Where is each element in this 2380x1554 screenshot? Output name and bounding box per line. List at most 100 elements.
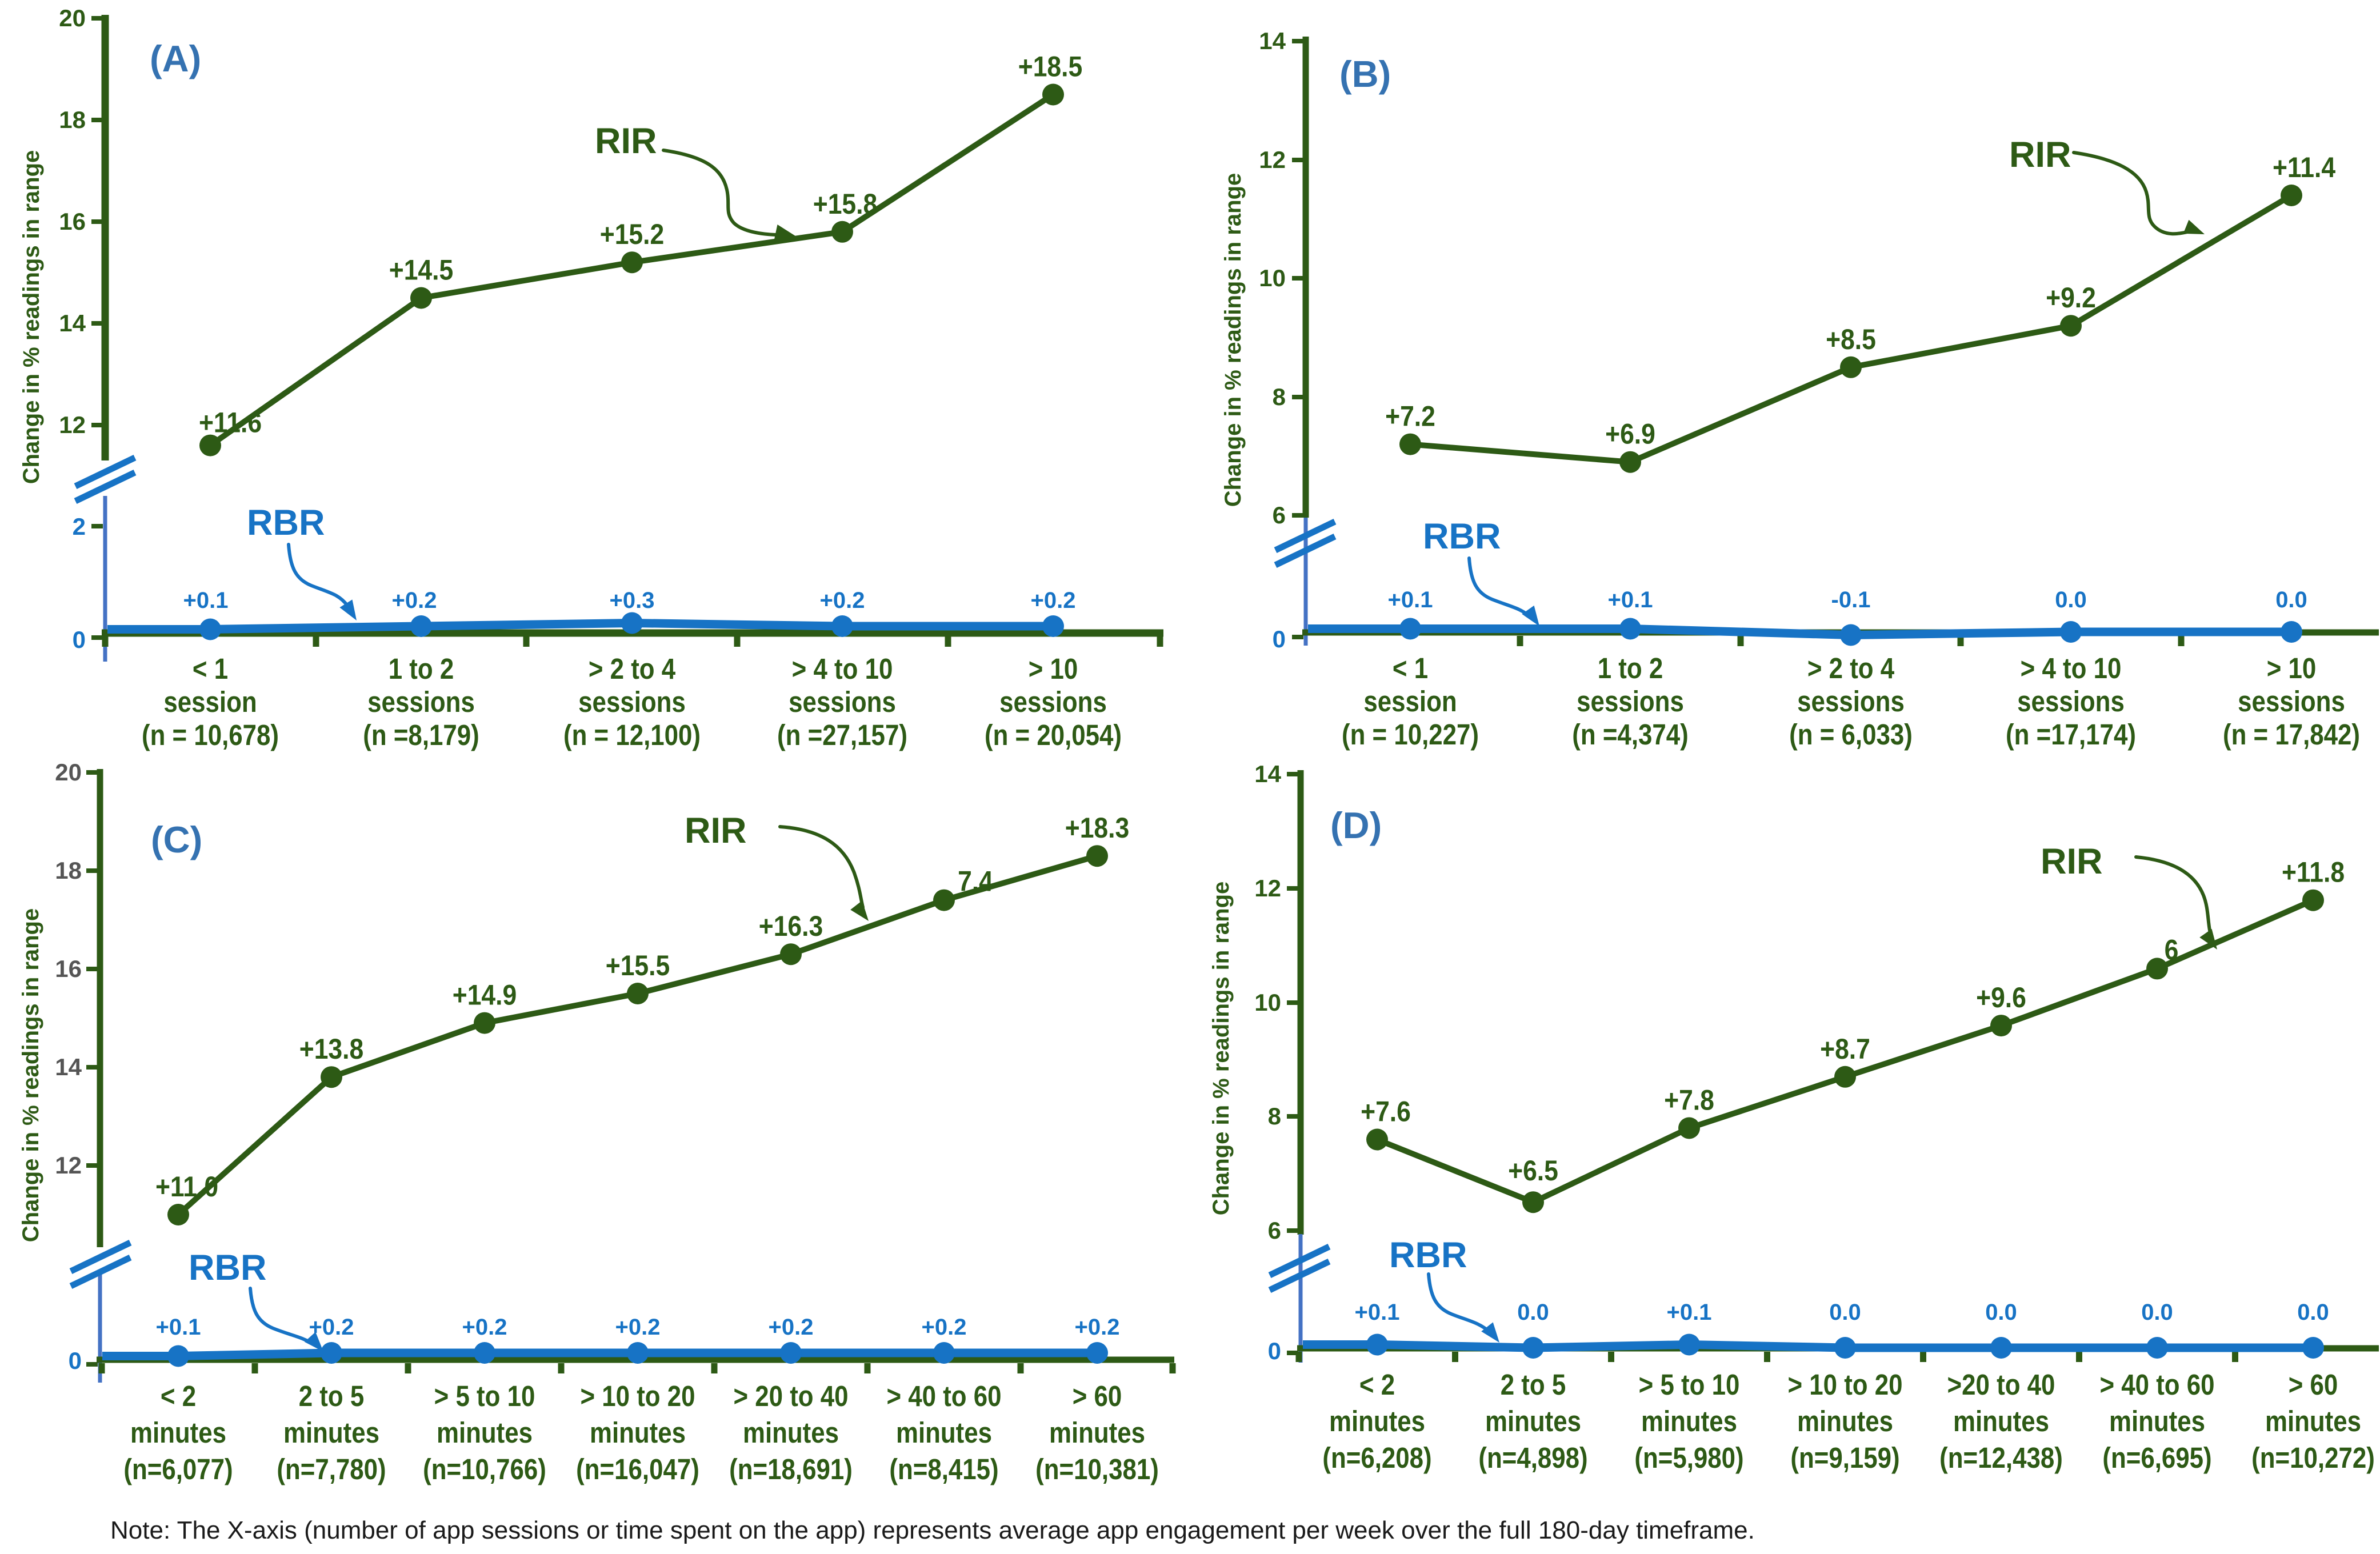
svg-text:> 20 to 40: > 20 to 40 — [733, 1380, 848, 1413]
svg-text:(n = 17,842): (n = 17,842) — [2223, 719, 2360, 751]
svg-text:+11.6: +11.6 — [199, 407, 262, 439]
svg-text:(n=12,438): (n=12,438) — [1939, 1442, 2063, 1475]
svg-text:+8.7: +8.7 — [1820, 1033, 1870, 1065]
svg-text:12: 12 — [1254, 875, 1281, 902]
svg-text:+0.1: +0.1 — [183, 588, 229, 613]
svg-text:+15.2: +15.2 — [600, 219, 665, 251]
svg-text:(n=9,159): (n=9,159) — [1790, 1442, 1899, 1475]
svg-text:+0.2: +0.2 — [462, 1315, 507, 1340]
svg-text:(n=5,980): (n=5,980) — [1634, 1442, 1743, 1475]
svg-text:8: 8 — [1268, 1103, 1281, 1130]
svg-text:+0.2: +0.2 — [392, 588, 437, 613]
svg-text:< 1: < 1 — [1393, 652, 1428, 685]
svg-text:+0.2: +0.2 — [1075, 1315, 1120, 1340]
svg-text:minutes: minutes — [1641, 1405, 1737, 1438]
svg-text:+8.5: +8.5 — [1826, 323, 1876, 355]
svg-text:Change in % readings in range: Change in % readings in range — [19, 150, 44, 484]
svg-text:(n=18,691): (n=18,691) — [729, 1453, 853, 1486]
svg-text:> 60: > 60 — [1073, 1380, 1122, 1413]
svg-text:14: 14 — [59, 310, 86, 337]
svg-text:+0.2: +0.2 — [1031, 588, 1076, 613]
svg-text:+6.9: +6.9 — [1605, 418, 1655, 450]
svg-text:0: 0 — [1268, 1337, 1281, 1364]
svg-text:+18.3: +18.3 — [1065, 812, 1130, 844]
svg-text:> 5 to 10: > 5 to 10 — [1639, 1369, 1740, 1401]
svg-text:(n=10,766): (n=10,766) — [423, 1453, 546, 1486]
svg-text:+7.6: +7.6 — [1361, 1096, 1411, 1128]
svg-text:> 40 to 60: > 40 to 60 — [886, 1380, 1001, 1413]
svg-text:(n=6,077): (n=6,077) — [123, 1453, 233, 1486]
svg-text:minutes: minutes — [2109, 1405, 2205, 1438]
svg-text:sessions: sessions — [2017, 686, 2125, 718]
svg-text:+14.5: +14.5 — [389, 254, 454, 286]
svg-text:12: 12 — [55, 1152, 82, 1179]
svg-text:RIR: RIR — [2041, 842, 2103, 882]
svg-text:RBR: RBR — [1423, 516, 1501, 556]
svg-text:+13.8: +13.8 — [299, 1034, 364, 1066]
svg-text:18: 18 — [55, 857, 82, 884]
svg-text:12: 12 — [1259, 146, 1286, 173]
svg-text:sessions: sessions — [999, 686, 1107, 719]
svg-text:(n=8,415): (n=8,415) — [889, 1453, 998, 1486]
svg-text:sessions: sessions — [578, 686, 686, 719]
svg-text:6: 6 — [1268, 1217, 1281, 1244]
svg-text:18: 18 — [59, 106, 86, 133]
svg-text:20: 20 — [59, 5, 86, 31]
svg-text:> 2 to 4: > 2 to 4 — [589, 653, 676, 686]
svg-text:0.0: 0.0 — [2055, 587, 2087, 612]
svg-text:14: 14 — [55, 1054, 82, 1080]
svg-text:(n = 10,678): (n = 10,678) — [142, 719, 279, 752]
svg-text:1 to 2: 1 to 2 — [389, 653, 454, 686]
svg-text:minutes: minutes — [437, 1417, 533, 1449]
svg-text:2: 2 — [73, 513, 86, 540]
svg-text:> 10 to 20: > 10 to 20 — [1787, 1369, 1902, 1401]
svg-text:+9.6: +9.6 — [1976, 982, 2026, 1014]
svg-text:sessions: sessions — [1577, 686, 1684, 718]
svg-text:minutes: minutes — [743, 1417, 839, 1449]
svg-text:+0.1: +0.1 — [156, 1315, 201, 1340]
svg-text:+14.9: +14.9 — [453, 979, 517, 1011]
svg-text:(n=4,898): (n=4,898) — [1478, 1442, 1587, 1475]
svg-text:(n =4,374): (n =4,374) — [1572, 719, 1688, 751]
svg-text:(C): (C) — [151, 819, 202, 860]
svg-text:+0.2: +0.2 — [615, 1315, 661, 1340]
svg-text:+15.8: +15.8 — [813, 188, 878, 220]
svg-text:0.0: 0.0 — [2141, 1300, 2173, 1325]
svg-text:16: 16 — [59, 208, 86, 235]
svg-text:+9.2: +9.2 — [2046, 282, 2096, 314]
svg-text:10: 10 — [1254, 989, 1281, 1016]
svg-text:RIR: RIR — [2009, 135, 2071, 175]
svg-text:> 10: > 10 — [2267, 652, 2317, 685]
svg-text:sessions: sessions — [2238, 686, 2345, 718]
svg-text:16: 16 — [55, 955, 82, 982]
svg-text:> 10 to 20: > 10 to 20 — [580, 1380, 695, 1413]
svg-text:6: 6 — [1273, 502, 1286, 528]
svg-text:-0.1: -0.1 — [1831, 587, 1871, 612]
svg-text:+0.1: +0.1 — [1388, 587, 1433, 612]
svg-text:+0.3: +0.3 — [610, 588, 655, 613]
svg-text:sessions: sessions — [367, 686, 475, 719]
svg-text:+18.5: +18.5 — [1018, 51, 1083, 83]
svg-text:+0.1: +0.1 — [1667, 1300, 1712, 1325]
svg-text:Change in % readings in range: Change in % readings in range — [1221, 173, 1246, 507]
svg-text:0.0: 0.0 — [2297, 1300, 2329, 1325]
svg-text:(n=6,208): (n=6,208) — [1322, 1442, 1431, 1475]
svg-text:Note: The X-axis (number of ap: Note: The X-axis (number of app sessions… — [110, 1516, 1755, 1544]
svg-text:minutes: minutes — [1485, 1405, 1581, 1438]
svg-text:minutes: minutes — [590, 1417, 686, 1449]
svg-text:(n = 6,033): (n = 6,033) — [1789, 719, 1913, 751]
svg-text:(n =27,157): (n =27,157) — [777, 719, 907, 752]
svg-text:+11.8: +11.8 — [2282, 856, 2345, 888]
svg-text:> 40 to 60: > 40 to 60 — [2099, 1369, 2214, 1401]
svg-text:1 to 2: 1 to 2 — [1598, 652, 1663, 685]
svg-text:(n=16,047): (n=16,047) — [576, 1453, 699, 1486]
svg-text:0: 0 — [73, 626, 86, 653]
svg-text:(n =17,174): (n =17,174) — [2006, 719, 2136, 751]
svg-text:12: 12 — [59, 411, 86, 438]
svg-text:< 2: < 2 — [1359, 1369, 1395, 1401]
svg-text:Change in % readings in range: Change in % readings in range — [18, 908, 43, 1243]
svg-text:minutes: minutes — [1329, 1405, 1425, 1438]
svg-text:minutes: minutes — [2265, 1405, 2361, 1438]
svg-text:RBR: RBR — [247, 503, 325, 543]
svg-text:0.0: 0.0 — [2275, 587, 2307, 612]
